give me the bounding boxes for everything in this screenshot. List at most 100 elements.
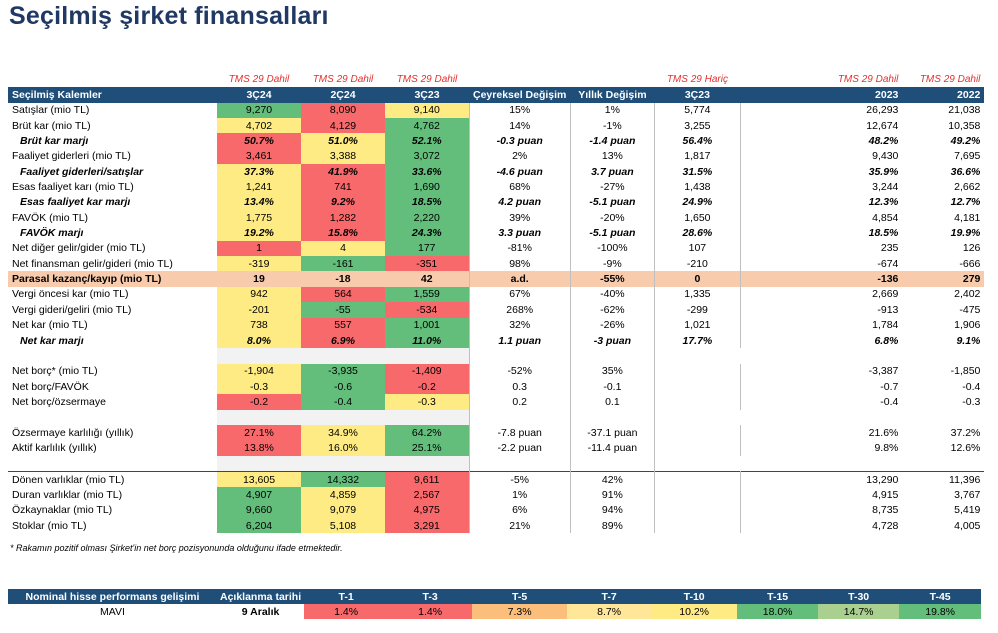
q3-23-excl-value: 1,650	[653, 210, 741, 226]
period-value: 8,090	[301, 102, 385, 119]
year-2023-value: 9.8%	[874, 441, 899, 454]
table-row: Net borç/FAVÖK -0.3 -0.6 -0.2 0.3 -0.1 -0.7 -0.…	[8, 378, 984, 395]
row-label: Net kar marjı	[20, 334, 84, 347]
quarterly-change: -81%	[468, 240, 571, 257]
performance-row: MAVI 9 Aralık 1.4% 1.4% 7.3% 8.7% 10.2% 18.0% 14…	[8, 604, 982, 619]
period-value: 2,220	[385, 210, 469, 226]
yearly-change: 42%	[569, 470, 655, 488]
column-header: Yıllık Değişim	[570, 87, 655, 103]
quarterly-change: 3.3 puan	[468, 225, 571, 241]
yearly-change: -27%	[569, 179, 655, 195]
q3-23-excl-value: 1,438	[653, 179, 741, 195]
q3-23-excl-value	[653, 363, 741, 379]
period-value: 4,975	[385, 502, 469, 518]
quarterly-change: 32%	[468, 317, 571, 333]
spacer-row	[8, 348, 984, 364]
column-header: 2Ç24	[301, 87, 385, 103]
year-2022-value: 21,038	[948, 104, 981, 117]
performance-value: 1.4%	[388, 604, 473, 619]
performance-value: 14.7%	[818, 604, 900, 619]
q3-23-excl-value	[653, 424, 741, 441]
period-value: 1,001	[385, 317, 469, 333]
row-label: Dönen varlıklar (mio TL)	[8, 470, 217, 488]
year-2022-value: 36.6%	[950, 165, 981, 178]
year-2023-value: 48.2%	[868, 135, 899, 148]
quarterly-change: 98%	[468, 256, 571, 272]
period-value: 9,611	[385, 470, 469, 488]
period-value: 13,605	[217, 470, 301, 488]
table-row: Faaliyet giderleri/satışlar 37.3% 41.9% 33.…	[8, 164, 984, 180]
table-row: Brüt kar marjı 50.7% 51.0% 52.1% -0.3 puan -1…	[8, 133, 984, 149]
year-2023-value: -0.7	[880, 380, 899, 393]
period-value: -534	[385, 302, 469, 318]
yearly-change: 94%	[569, 502, 655, 518]
period-value: 9,140	[385, 102, 469, 119]
year-2023-value: -3,387	[868, 365, 899, 378]
year-2022-value: 11,396	[902, 470, 985, 488]
spacer-cell	[8, 410, 217, 425]
period-value: 19.2%	[217, 225, 301, 241]
tms-label: TMS 29 Hariç	[666, 73, 728, 85]
table-row: Satışlar (mio TL) 9,270 8,090 9,140 15% 1% 5,7…	[8, 102, 984, 119]
yearly-change: 1%	[569, 102, 655, 119]
q3-23-excl-value: 1,021	[653, 317, 741, 333]
row-label: Faaliyet giderleri (mio TL)	[12, 150, 131, 163]
q3-23-excl-value: 107	[653, 240, 741, 257]
tms-label: TMS 29 Dahil	[837, 73, 899, 85]
table-row: Faaliyet giderleri (mio TL) 3,461 3,388 3,0…	[8, 148, 984, 165]
financials-table: TMS 29 Dahil TMS 29 Dahil TMS 29 Dahil TMS …	[8, 72, 985, 534]
period-value: -3,935	[301, 363, 385, 379]
ticker: MAVI	[100, 605, 125, 618]
q3-23-excl-value: 1,335	[653, 286, 741, 303]
row-label: Özsermaye karlılığı (yıllık)	[12, 426, 134, 439]
quarterly-change: 67%	[468, 286, 571, 303]
period-value: 52.1%	[385, 133, 469, 149]
period-value: -55	[301, 302, 385, 318]
period-value: 3,461	[217, 148, 301, 165]
quarterly-change: 1%	[468, 487, 571, 503]
quarterly-change: 15%	[468, 102, 571, 119]
year-2022-value: 5,419	[954, 504, 981, 517]
year-2023-value: 4,915	[872, 488, 899, 501]
period-value: -1,904	[217, 363, 301, 379]
period-value: -0.4	[301, 394, 385, 410]
spacer-cell	[653, 409, 741, 425]
q3-23-excl-value: 5,774	[653, 102, 741, 119]
column-header: 2023	[740, 87, 903, 103]
q3-23-excl-value	[653, 378, 741, 395]
period-value: -0.3	[385, 394, 469, 410]
column-header: T-10	[651, 589, 738, 604]
year-2022-value: -0.3	[962, 395, 981, 408]
period-value: -0.2	[217, 394, 301, 410]
year-2022-value: 37.2%	[950, 426, 981, 439]
period-value: 2,567	[385, 487, 469, 503]
tms-label: TMS 29 Dahil	[228, 73, 290, 85]
period-value: -0.3	[217, 378, 301, 395]
column-header: 3Ç23	[385, 87, 469, 103]
column-header: Nominal hisse performans gelişimi	[8, 589, 217, 604]
tms-empty	[469, 72, 570, 87]
period-value: -201	[217, 302, 301, 318]
year-2022-value: 19.9%	[950, 227, 981, 240]
period-value: -18	[301, 271, 385, 287]
year-2023-value: 3,244	[872, 181, 899, 194]
period-value: -351	[385, 256, 469, 272]
period-value: 64.2%	[385, 424, 469, 441]
year-2023-value: 9,430	[872, 150, 899, 163]
period-value: 33.6%	[385, 164, 469, 180]
period-value: -319	[217, 256, 301, 272]
table-row: Stoklar (mio TL) 6,204 5,108 3,291 21% 89% 4,7…	[8, 517, 984, 534]
period-value: 9,660	[217, 502, 301, 518]
spacer-cell	[301, 409, 385, 425]
period-value: 50.7%	[217, 133, 301, 149]
table-row: Esas faaliyet karı (mio TL) 1,241 741 1,690…	[8, 179, 984, 195]
performance-value: 18.0%	[737, 604, 819, 619]
period-value: 41.9%	[301, 164, 385, 180]
period-value: -0.6	[301, 378, 385, 395]
year-2022-value: 12.6%	[950, 441, 981, 454]
year-2022-value: 279	[902, 271, 985, 287]
page-title: Seçilmiş şirket finansalları	[9, 2, 329, 30]
yearly-change: -11.4 puan	[569, 440, 655, 456]
quarterly-change: 21%	[468, 517, 571, 534]
quarterly-change: 4.2 puan	[468, 194, 571, 211]
